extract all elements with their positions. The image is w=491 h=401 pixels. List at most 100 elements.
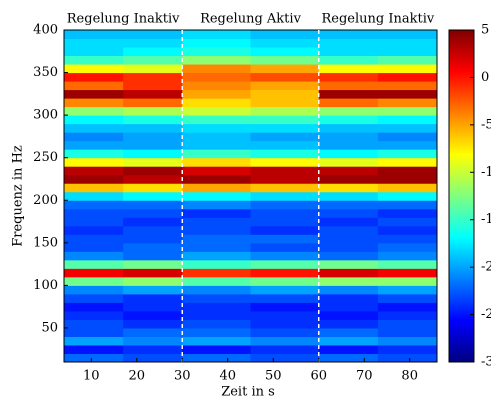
cell <box>123 30 183 40</box>
cell <box>250 115 320 125</box>
cell <box>250 327 320 337</box>
cell <box>318 208 379 218</box>
cell <box>123 149 183 159</box>
cell <box>318 217 379 227</box>
x-tick-label: 40 <box>219 369 236 384</box>
colorbar-tick-label: -30 <box>481 355 491 370</box>
cell <box>250 285 320 295</box>
cell <box>123 353 183 363</box>
annotation: Regelung Inaktiv <box>322 12 435 27</box>
cell <box>318 234 379 244</box>
x-tick-label: 60 <box>310 369 327 384</box>
cell <box>377 344 438 354</box>
cell <box>250 319 320 329</box>
cell <box>377 47 438 57</box>
cell <box>377 106 438 116</box>
cell <box>182 225 251 235</box>
cell <box>123 310 183 320</box>
colorbar <box>448 29 475 363</box>
cell <box>182 191 251 201</box>
cell <box>182 336 251 346</box>
cell <box>377 191 438 201</box>
cell <box>64 225 124 235</box>
cell <box>250 183 320 193</box>
cell <box>182 293 251 303</box>
colorbar-tick-label: 0 <box>481 70 489 85</box>
cell <box>182 234 251 244</box>
cell <box>377 242 438 252</box>
colorbar-tick-label: -20 <box>481 260 491 275</box>
cell <box>250 200 320 210</box>
cell <box>64 191 124 201</box>
cell <box>318 268 379 278</box>
cell <box>182 353 251 363</box>
cell <box>377 217 438 227</box>
cell <box>377 64 438 74</box>
cell <box>318 191 379 201</box>
cell <box>123 140 183 150</box>
cell <box>318 140 379 150</box>
cell <box>250 140 320 150</box>
cell <box>318 183 379 193</box>
cell <box>250 72 320 82</box>
cell <box>377 132 438 142</box>
cell <box>318 132 379 142</box>
cell <box>182 200 251 210</box>
cell <box>250 123 320 133</box>
cell <box>64 353 124 363</box>
cell <box>123 251 183 261</box>
cell <box>123 115 183 125</box>
cell <box>318 38 379 48</box>
cell <box>250 310 320 320</box>
cell <box>182 64 251 74</box>
cell <box>377 38 438 48</box>
cell <box>250 353 320 363</box>
cell <box>318 302 379 312</box>
cell <box>182 47 251 57</box>
cell <box>123 259 183 269</box>
cell <box>123 200 183 210</box>
cell <box>377 174 438 184</box>
cell <box>123 293 183 303</box>
cell <box>318 293 379 303</box>
x-tick-label: 20 <box>129 369 146 384</box>
cell <box>182 89 251 99</box>
cell <box>318 149 379 159</box>
cell <box>318 55 379 65</box>
cell <box>318 166 379 176</box>
cell <box>250 302 320 312</box>
plot-frame <box>63 29 438 363</box>
cell <box>64 276 124 286</box>
cell <box>250 191 320 201</box>
cell <box>123 319 183 329</box>
cell <box>123 98 183 108</box>
cell <box>123 72 183 82</box>
cell <box>318 336 379 346</box>
y-tick-label: 200 <box>33 193 58 208</box>
cell <box>250 81 320 91</box>
cell <box>377 183 438 193</box>
cell <box>318 327 379 337</box>
cell <box>318 319 379 329</box>
x-tick-label: 30 <box>174 369 191 384</box>
cell <box>123 166 183 176</box>
cell <box>250 166 320 176</box>
cell <box>123 208 183 218</box>
cell <box>64 302 124 312</box>
cell <box>250 276 320 286</box>
cell <box>182 149 251 159</box>
cell <box>318 81 379 91</box>
cell <box>64 200 124 210</box>
cell <box>64 336 124 346</box>
cell <box>377 310 438 320</box>
cell <box>182 115 251 125</box>
cell <box>377 276 438 286</box>
cell <box>318 115 379 125</box>
cell <box>182 55 251 65</box>
annotation: Regelung Aktiv <box>200 12 302 27</box>
cell <box>123 191 183 201</box>
cell <box>123 234 183 244</box>
x-axis-label: Zeit in s <box>221 385 275 400</box>
cell <box>182 157 251 167</box>
cell <box>250 268 320 278</box>
